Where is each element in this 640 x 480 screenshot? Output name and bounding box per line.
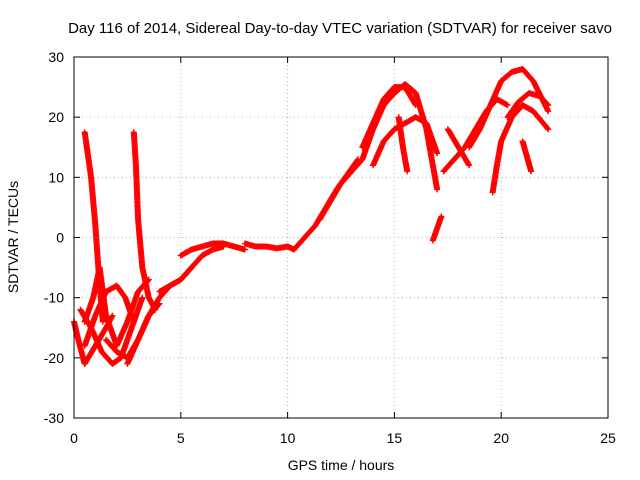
series-sat-v [489,102,552,196]
series-sat-q [395,114,411,175]
series-sat-w [504,90,552,121]
data-point [404,168,411,175]
data-point [109,312,116,319]
series-sat-p [380,81,441,193]
x-tick-label: 15 [387,430,403,446]
x-tick-label: 25 [600,430,616,446]
data-point [434,186,441,193]
chart-title: Day 116 of 2014, Sidereal Day-to-day VTE… [68,20,612,37]
data-point [504,102,511,109]
series-sat-j [177,240,248,259]
x-tick-label: 20 [493,430,509,446]
series-sat-r [429,213,445,244]
y-tick-label: -30 [44,410,64,426]
data-point [544,101,551,108]
series-sat-t [444,126,473,169]
x-tick-label: 5 [177,430,185,446]
series-sat-k [241,240,298,253]
axis-ticks: 0 5 10 15 20 25 -30 -20 -10 0 10 20 30 [44,49,616,446]
series-sat-x [519,138,535,175]
series-sat-i [156,243,227,295]
data-point [438,213,445,220]
series-sat-u [466,66,552,151]
y-tick-label: 10 [48,169,64,185]
data-point [130,318,137,325]
series-sat-e [81,264,152,349]
data-point [545,108,552,115]
y-tick-label: -20 [44,350,64,366]
data-point [544,125,551,132]
series-sat-n [359,84,419,151]
y-tick-label: 0 [56,230,64,246]
x-axis-label: GPS time / hours [288,457,395,473]
x-tick-label: 0 [70,430,78,446]
y-tick-label: 30 [48,49,64,65]
data-point [545,126,552,133]
y-tick-label: -10 [44,290,64,306]
data-points [71,66,552,367]
gridlines [74,57,608,418]
data-point [434,150,441,157]
plot-frame [73,56,609,419]
data-point [241,246,248,253]
data-point [528,168,535,175]
data-point [99,318,106,325]
series-sat-g [130,129,159,313]
data-point [139,294,146,301]
data-point [545,102,552,109]
y-axis-label: SDTVAR / TECUs [5,181,21,293]
data-point [466,162,473,169]
y-tick-label: 20 [48,109,64,125]
x-tick-label: 10 [280,430,296,446]
